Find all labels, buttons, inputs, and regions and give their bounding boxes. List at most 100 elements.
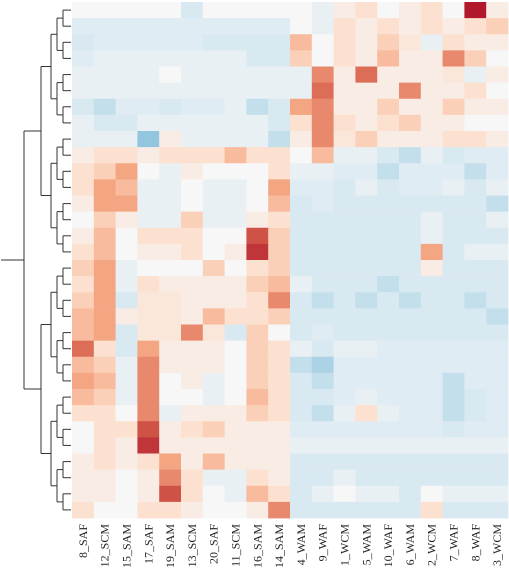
heatmap-cell — [268, 131, 291, 148]
heatmap-cell — [202, 405, 225, 422]
heatmap-cell — [72, 50, 95, 67]
heatmap-cell — [311, 389, 334, 406]
heatmap-cell — [224, 147, 247, 164]
heatmap-cell — [420, 340, 443, 358]
heatmap-cell — [464, 195, 487, 213]
heatmap-cell — [181, 131, 204, 148]
heatmap-cell — [355, 211, 378, 229]
x-tick-label: 9_WAF — [316, 524, 330, 562]
heatmap-cell — [159, 421, 182, 438]
heatmap-cell — [72, 421, 95, 438]
heatmap-cell — [137, 405, 160, 422]
heatmap-cell — [333, 243, 356, 261]
heatmap-cell — [355, 50, 378, 67]
heatmap-cell — [115, 195, 138, 213]
heatmap-cell — [311, 260, 334, 277]
heatmap-cell — [311, 18, 334, 35]
heatmap-cell — [93, 243, 116, 261]
heatmap-cell — [311, 211, 334, 229]
heatmap-cell — [224, 292, 247, 309]
heatmap-cell — [399, 453, 422, 471]
heatmap-cell — [181, 292, 204, 309]
heatmap-cell — [224, 114, 247, 132]
heatmap-cell — [486, 195, 509, 213]
heatmap-cell — [290, 421, 313, 438]
heatmap-cell — [399, 211, 422, 229]
heatmap-cell — [202, 179, 225, 196]
heatmap-cell — [93, 66, 116, 84]
heatmap-cell — [290, 501, 313, 519]
heatmap-cell — [377, 227, 400, 245]
heatmap-cell — [464, 276, 487, 293]
heatmap-cell — [93, 292, 116, 309]
heatmap-cell — [420, 356, 443, 374]
heatmap-cell — [159, 211, 182, 229]
heatmap-cell — [311, 243, 334, 261]
heatmap-cell — [72, 437, 95, 454]
heatmap-cell — [137, 66, 160, 84]
heatmap-cell — [311, 114, 334, 132]
heatmap-cell — [93, 34, 116, 51]
heatmap-cell — [290, 437, 313, 454]
heatmap-cell — [355, 179, 378, 196]
heatmap-cell — [181, 276, 204, 293]
heatmap-cell — [137, 147, 160, 164]
heatmap-cell — [355, 485, 378, 503]
heatmap-cell — [159, 389, 182, 406]
heatmap-cell — [181, 114, 204, 132]
heatmap-cell — [93, 211, 116, 229]
heatmap-cell — [72, 501, 95, 519]
heatmap-cell — [399, 66, 422, 84]
heatmap-cell — [159, 485, 182, 503]
heatmap-cell — [115, 308, 138, 325]
heatmap-cell — [290, 163, 313, 180]
heatmap-cell — [464, 34, 487, 51]
heatmap-cell — [246, 227, 269, 245]
heatmap-cell — [355, 308, 378, 325]
heatmap-cell — [464, 485, 487, 503]
heatmap-cell — [355, 147, 378, 164]
heatmap-cell — [377, 2, 400, 19]
heatmap-cell — [246, 260, 269, 277]
heatmap-cell — [93, 227, 116, 245]
heatmap-cell — [442, 340, 465, 358]
heatmap-cell — [355, 66, 378, 84]
x-tick-label: 11_SCM — [229, 524, 243, 567]
heatmap-cell — [486, 276, 509, 293]
heatmap-cell — [181, 308, 204, 325]
heatmap-cell — [268, 227, 291, 245]
heatmap-cell — [268, 147, 291, 164]
heatmap-cell — [442, 501, 465, 519]
heatmap-cell — [290, 485, 313, 503]
heatmap-cell — [290, 356, 313, 374]
x-tick-label: 16_SAM — [250, 524, 264, 568]
heatmap-cell — [224, 340, 247, 358]
heatmap-cell — [72, 211, 95, 229]
heatmap-cell — [486, 485, 509, 503]
heatmap-cell — [420, 66, 443, 84]
heatmap-cell — [420, 437, 443, 454]
heatmap-cell — [224, 324, 247, 342]
heatmap-cell — [224, 469, 247, 487]
heatmap-cell — [290, 276, 313, 293]
heatmap-cell — [442, 195, 465, 213]
heatmap-cell — [224, 98, 247, 116]
heatmap-cell — [224, 356, 247, 374]
heatmap-cell — [137, 179, 160, 196]
heatmap-cell — [311, 469, 334, 487]
heatmap-cell — [224, 131, 247, 148]
heatmap-cell — [399, 179, 422, 196]
heatmap-cell — [159, 50, 182, 67]
heatmap-cell — [202, 2, 225, 19]
heatmap-cell — [486, 260, 509, 277]
heatmap-cell — [72, 163, 95, 180]
heatmap-cell — [486, 308, 509, 325]
heatmap-cell — [355, 372, 378, 390]
heatmap-cell — [442, 485, 465, 503]
heatmap-cell — [202, 243, 225, 261]
heatmap-cell — [311, 276, 334, 293]
heatmap-cell — [137, 243, 160, 261]
heatmap-cell — [486, 34, 509, 51]
x-tick-labels: 8_SAF 12_SCM 15_SAM 17_SAF 19_SAM 13_SCM 20_SA… — [76, 524, 504, 568]
heatmap-cell — [181, 50, 204, 67]
